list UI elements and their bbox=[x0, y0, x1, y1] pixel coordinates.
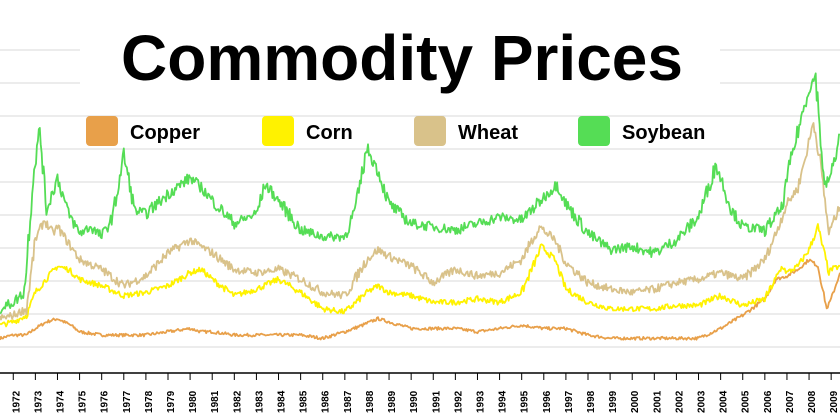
x-tick-label: 1990 bbox=[409, 390, 420, 413]
x-tick-label: 1979 bbox=[166, 390, 177, 413]
x-tick-label: 1975 bbox=[78, 390, 89, 413]
x-tick-label: 1992 bbox=[453, 390, 464, 413]
x-tick-label: 1983 bbox=[254, 390, 265, 413]
x-tick-label: 2000 bbox=[630, 390, 641, 413]
x-axis-band bbox=[0, 373, 840, 420]
x-axis: 1972 1973 1974 1975 1976 1977 1978 1979 1980 1981… bbox=[0, 372, 840, 420]
series-line-wheat bbox=[0, 122, 840, 321]
x-tick-label: 1981 bbox=[210, 390, 221, 413]
legend-swatch-wheat bbox=[414, 116, 446, 146]
x-tick-label: 1982 bbox=[232, 390, 243, 413]
x-tick-label: 1991 bbox=[431, 390, 442, 413]
x-tick-label: 1977 bbox=[122, 390, 133, 413]
x-tick-label: 1972 bbox=[11, 390, 22, 413]
x-tick-label: 1976 bbox=[100, 390, 111, 413]
x-tick-label: 2008 bbox=[807, 390, 818, 413]
x-tick-label: 1973 bbox=[33, 390, 44, 413]
x-tick-label: 1994 bbox=[498, 390, 509, 413]
legend-swatch-soybean bbox=[578, 116, 610, 146]
x-tick-label: 1996 bbox=[542, 390, 553, 413]
x-tick-label: 1984 bbox=[277, 390, 288, 413]
legend-label-corn: Corn bbox=[306, 122, 353, 144]
x-tick-label: 1980 bbox=[188, 390, 199, 413]
x-tick-label: 2009 bbox=[829, 390, 840, 413]
title-background bbox=[80, 8, 720, 96]
x-tick-label: 2003 bbox=[697, 390, 708, 413]
x-tick-label: 2002 bbox=[674, 390, 685, 413]
x-tick-label: 1989 bbox=[387, 390, 398, 413]
legend: Copper Corn Wheat Soybean bbox=[86, 116, 705, 146]
x-tick-label: 2004 bbox=[719, 390, 730, 413]
legend-label-wheat: Wheat bbox=[458, 122, 518, 144]
x-tick-label: 1978 bbox=[144, 390, 155, 413]
x-tick-label: 1987 bbox=[343, 390, 354, 413]
legend-swatch-copper bbox=[86, 116, 118, 146]
series-lines bbox=[0, 72, 840, 341]
x-tick-label: 2007 bbox=[785, 390, 796, 413]
x-tick-label: 2001 bbox=[652, 390, 663, 413]
legend-label-soybean: Soybean bbox=[622, 122, 705, 144]
x-tick-label: 1998 bbox=[586, 390, 597, 413]
legend-swatch-corn bbox=[262, 116, 294, 146]
x-tick-label: 1999 bbox=[608, 390, 619, 413]
x-tick-label: 1986 bbox=[321, 390, 332, 413]
series-line-soybean bbox=[0, 72, 840, 315]
series-line-corn bbox=[0, 223, 840, 328]
x-tick-label: 1997 bbox=[564, 390, 575, 413]
series-line-copper bbox=[0, 258, 840, 341]
chart-title: Commodity Prices bbox=[121, 22, 683, 94]
x-tick-label: 1988 bbox=[365, 390, 376, 413]
x-tick-label: 2006 bbox=[763, 390, 774, 413]
x-tick-label: 1993 bbox=[476, 390, 487, 413]
x-tick-label: 1985 bbox=[299, 390, 310, 413]
x-tick-label: 1974 bbox=[56, 390, 67, 413]
legend-label-copper: Copper bbox=[130, 122, 200, 144]
x-tick-label: 2005 bbox=[741, 390, 752, 413]
x-tick-label: 1995 bbox=[520, 390, 531, 413]
